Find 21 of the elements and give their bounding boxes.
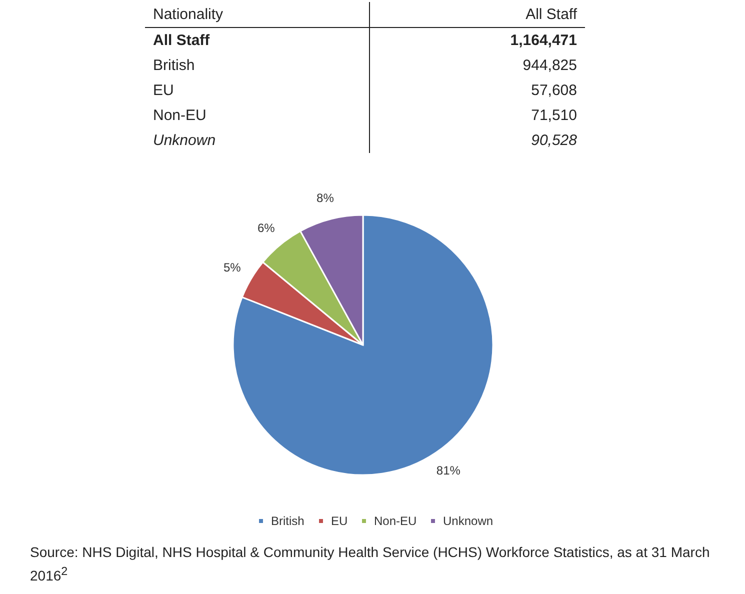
data-label: 5% — [223, 260, 242, 275]
data-label: 8% — [316, 190, 334, 205]
text: Nationality — [145, 2, 370, 28]
legend-label: EU — [331, 514, 348, 528]
text: All Staff — [369, 2, 585, 28]
text: Unknown — [145, 128, 370, 153]
text: British — [145, 53, 370, 78]
text: 71,510 — [530, 106, 578, 126]
legend-label: British — [271, 514, 304, 528]
legend-label: Unknown — [443, 514, 494, 528]
legend-label: Non-EU — [374, 514, 417, 528]
text: 90,528 — [530, 131, 578, 151]
text: Non-EU — [145, 103, 370, 128]
source-note: Source: NHS Digital, NHS Hospital & Community Health Service (HCHS) Workforce Statistics, as at 31 March 2016$^{2}$ — [30, 543, 711, 586]
text: EU — [145, 78, 370, 103]
text: 1,164,471 — [509, 31, 578, 51]
data-label: 81% — [436, 464, 461, 478]
text: 944,825 — [522, 56, 578, 76]
data-label: 6% — [257, 220, 276, 235]
text: 57,608 — [530, 81, 578, 101]
text: All Staff — [145, 28, 370, 53]
